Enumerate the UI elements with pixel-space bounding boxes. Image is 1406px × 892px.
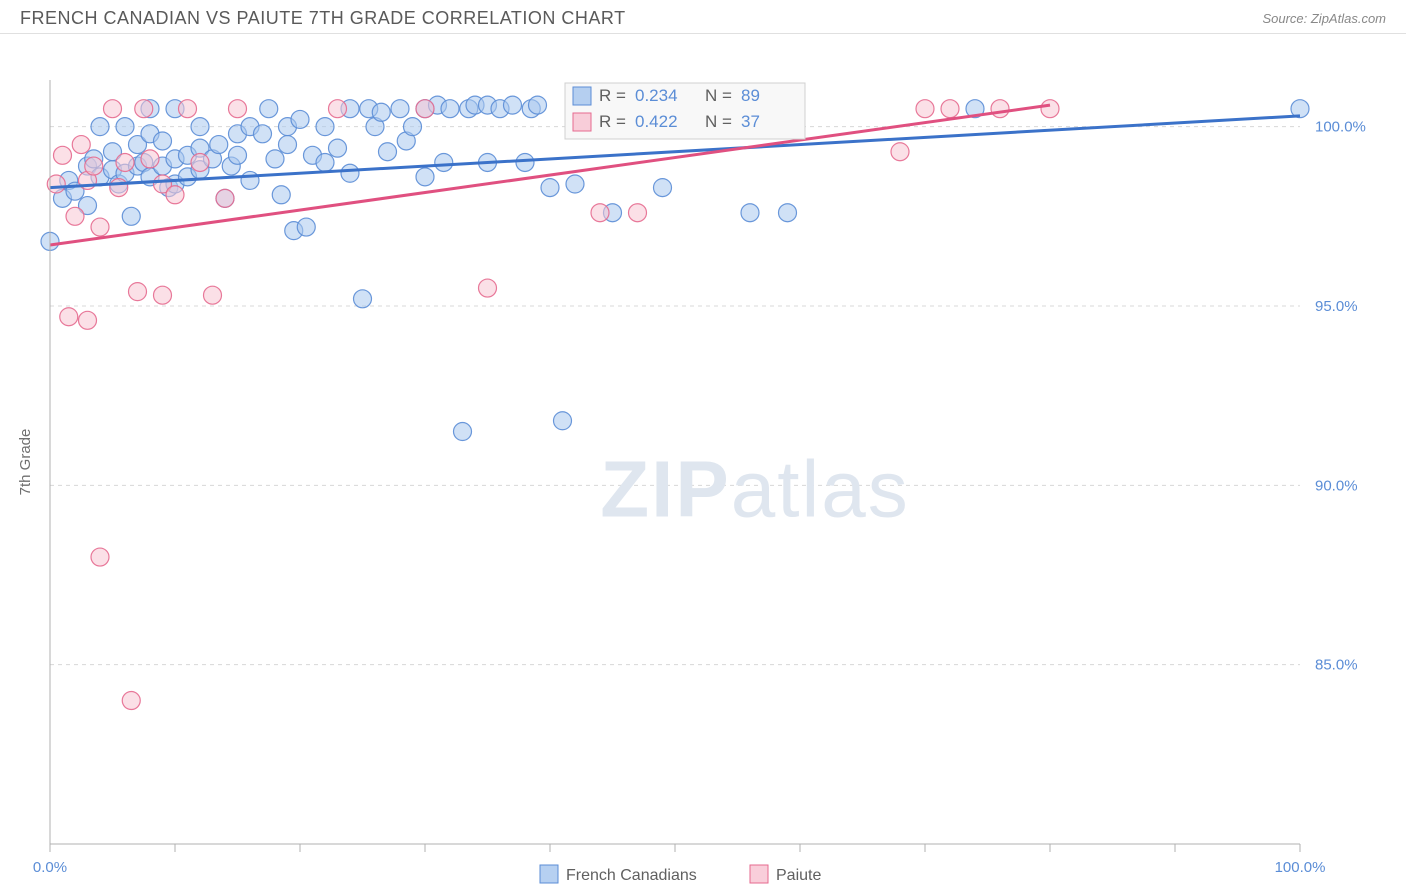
data-point [372,103,390,121]
data-point [216,189,234,207]
stat-label: R = [599,86,626,105]
data-point [329,100,347,118]
x-tick-label: 100.0% [1275,859,1326,876]
data-point [229,146,247,164]
legend-label: French Canadians [566,867,697,884]
data-point [404,118,422,136]
y-tick-label: 100.0% [1315,119,1366,136]
stat-r-value: 0.422 [635,112,678,131]
data-point [654,179,672,197]
data-point [129,283,147,301]
data-point [554,412,572,430]
data-point [141,150,159,168]
data-point [1041,100,1059,118]
data-point [416,100,434,118]
chart-area: 85.0% 90.0% 95.0% 100.0% ZIPatlas 0.0% 100.0% 7… [0,34,1406,884]
data-point [191,118,209,136]
data-point [529,96,547,114]
y-tick-label: 90.0% [1315,477,1358,494]
stat-n-value: 89 [741,86,760,105]
legend-swatch [540,865,558,883]
data-point [297,218,315,236]
chart-title: FRENCH CANADIAN VS PAIUTE 7TH GRADE CORR… [20,8,626,29]
data-point [272,186,290,204]
data-point [91,548,109,566]
data-point [379,143,397,161]
data-point [229,100,247,118]
data-point [79,311,97,329]
data-point [916,100,934,118]
data-point [66,207,84,225]
data-point [191,153,209,171]
data-point [291,110,309,128]
watermark: ZIPatlas [600,444,909,533]
data-point [241,171,259,189]
data-point [329,139,347,157]
stat-n-value: 37 [741,112,760,131]
legend-label: Paiute [776,867,821,884]
y-tick-label: 95.0% [1315,298,1358,315]
data-point [204,286,222,304]
data-point [179,100,197,118]
stat-label: N = [705,86,732,105]
y-tick-label: 85.0% [1315,657,1358,674]
data-point [516,153,534,171]
data-point [391,100,409,118]
stat-label: N = [705,112,732,131]
data-point [941,100,959,118]
data-point [416,168,434,186]
data-point [441,100,459,118]
data-point [254,125,272,143]
chart-header: FRENCH CANADIAN VS PAIUTE 7TH GRADE CORR… [0,0,1406,34]
data-point [591,204,609,222]
scatter-chart: 85.0% 90.0% 95.0% 100.0% ZIPatlas 0.0% 100.0% 7… [0,34,1406,892]
data-point [60,308,78,326]
legend-swatch [750,865,768,883]
data-point [341,164,359,182]
data-point [91,218,109,236]
data-point [316,118,334,136]
data-point [104,100,122,118]
data-point [85,157,103,175]
x-tick-label: 0.0% [33,859,67,876]
data-point [110,179,128,197]
data-point [122,207,140,225]
legend-swatch [573,113,591,131]
data-point [779,204,797,222]
data-point [541,179,559,197]
data-point [629,204,647,222]
stat-label: R = [599,112,626,131]
stat-r-value: 0.234 [635,86,678,105]
data-point [135,100,153,118]
data-point [991,100,1009,118]
data-point [72,136,90,154]
data-point [454,423,472,441]
data-point [154,286,172,304]
data-point [504,96,522,114]
data-point [435,153,453,171]
data-point [116,153,134,171]
data-point [166,186,184,204]
data-point [354,290,372,308]
data-point [122,692,140,710]
data-point [266,150,284,168]
data-point [316,153,334,171]
data-point [154,132,172,150]
data-point [116,118,134,136]
data-point [279,136,297,154]
data-point [91,118,109,136]
data-point [891,143,909,161]
data-point [210,136,228,154]
legend-swatch [573,87,591,105]
data-point [741,204,759,222]
y-axis-title: 7th Grade [17,429,34,496]
data-point [260,100,278,118]
data-point [479,279,497,297]
chart-source: Source: ZipAtlas.com [1262,11,1386,26]
data-point [54,146,72,164]
data-point [566,175,584,193]
